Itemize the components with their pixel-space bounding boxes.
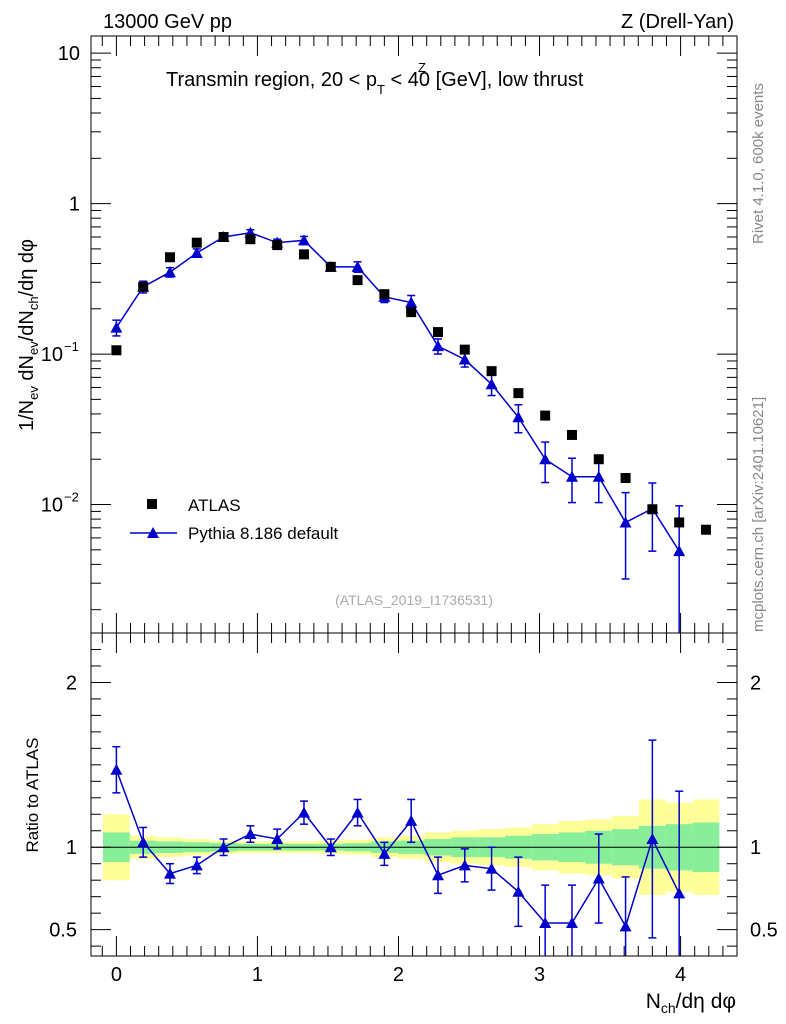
data-point (513, 388, 524, 399)
ratio-xlabel: Nch/dη dφ (646, 990, 736, 1016)
mc-point (592, 470, 605, 482)
main-panel: Transmin region, 20 < pT < 40 [GeV], low… (16, 35, 738, 634)
ratio-ytick-label-left: 2 (66, 672, 77, 694)
ratio-line (115, 769, 680, 929)
ratio-point (297, 806, 310, 818)
ratio-ytick-label-right: 0.5 (750, 920, 778, 942)
ratio-xtick-label: 2 (393, 964, 404, 986)
data-point (647, 504, 658, 515)
ratio-ytick-label-right: 2 (750, 672, 761, 694)
ratio-point (271, 832, 284, 844)
ratio-point (190, 859, 203, 871)
header-left: 13000 GeV pp (103, 11, 232, 33)
main-ytick-label: 1 (69, 194, 80, 216)
mc-point (539, 453, 552, 465)
data-point (432, 327, 443, 338)
ratio-ytick-label-left: 0.5 (49, 920, 77, 942)
data-point (620, 473, 631, 484)
ratio-point (592, 872, 605, 884)
ratio-point (244, 828, 257, 840)
ratio-point (163, 867, 176, 879)
data-point (486, 366, 497, 377)
ratio-point (646, 832, 659, 844)
ratio-xtick-label: 0 (111, 964, 122, 986)
mc-point (297, 234, 310, 246)
ratio-point (378, 847, 391, 859)
ratio-panel: 2 2 1 1 0.5 0.5 0 1 2 3 4 Ratio to ATLAS Nch/dη dφ (23, 632, 778, 1016)
ratio-point (137, 836, 150, 848)
data-point (245, 234, 256, 245)
ratio-point (673, 887, 686, 899)
ratio-point (565, 917, 578, 929)
data-point (540, 410, 551, 421)
ratio-point (539, 917, 552, 929)
ratio-point (619, 920, 632, 932)
main-title-sup: Z (418, 60, 426, 75)
data-point (700, 524, 711, 535)
ratio-xtick-label: 3 (534, 964, 545, 986)
ratio-ytick-label-left: 1 (66, 837, 77, 859)
main-ytick-label: 10 (58, 43, 80, 65)
mc-point (110, 321, 123, 333)
ratio-ytick-label-right: 1 (750, 837, 761, 859)
ratio-point (431, 869, 444, 881)
header-right: Z (Drell-Yan) (621, 11, 734, 33)
mc-point (673, 545, 686, 557)
ratio-ylabel: Ratio to ATLAS (23, 738, 42, 853)
mc-point (163, 266, 176, 278)
ratio-point (324, 841, 337, 853)
data-point (379, 289, 390, 300)
mc-point (431, 340, 444, 352)
mc-point (458, 353, 471, 365)
data-point (674, 517, 685, 528)
data-point (406, 307, 417, 318)
data-point (352, 275, 363, 286)
ratio-xtick-label: 1 (252, 964, 263, 986)
main-frame (90, 35, 738, 634)
ratio-point (351, 806, 364, 818)
data-point (218, 231, 229, 242)
mc-point (512, 411, 525, 423)
data-point (459, 344, 470, 355)
mc-point (190, 246, 203, 258)
legend-marker-data (147, 499, 157, 509)
data-point (593, 454, 604, 465)
data-point (566, 429, 577, 440)
ratio-point (485, 862, 498, 874)
mc-point (351, 260, 364, 272)
main-ytick-label-exp: −2 (64, 490, 79, 505)
data-point (272, 240, 283, 251)
legend-label-data: ATLAS (188, 496, 241, 515)
mc-point (485, 378, 498, 390)
rivet-label: Rivet 4.1.0, 600k events (750, 83, 767, 244)
mc-point (565, 470, 578, 482)
ratio-frame (90, 632, 738, 957)
mc-point (405, 296, 418, 308)
mcplots-label: mcplots.cern.ch [arXiv:2401.10621] (750, 397, 767, 632)
legend-marker-mc (147, 527, 159, 538)
main-ytick-label: 10 (41, 495, 63, 517)
ratio-xtick-label: 4 (675, 964, 686, 986)
ratio-point (405, 814, 418, 826)
legend-label-mc: Pythia 8.186 default (188, 524, 339, 543)
data-point (298, 249, 309, 260)
main-ytick-label: 10 (41, 344, 63, 366)
ratio-point (217, 841, 230, 853)
ratio-point (512, 885, 525, 897)
main-ytick-label-exp: −1 (64, 339, 79, 354)
main-title: Transmin region, 20 < pT < 40 [GeV], low… (166, 69, 584, 97)
data-point (111, 345, 122, 356)
mc-point (619, 516, 632, 528)
data-point (164, 252, 175, 263)
data-point (325, 261, 336, 272)
ratio-point (458, 859, 471, 871)
data-point (191, 237, 202, 248)
data-point (138, 281, 149, 292)
mc-line (115, 231, 680, 552)
ratio-point (110, 763, 123, 775)
main-ylabel: 1/Nev dNev/dNch/dη dφ (16, 239, 41, 431)
analysis-watermark: (ATLAS_2019_I1736531) (335, 592, 493, 608)
